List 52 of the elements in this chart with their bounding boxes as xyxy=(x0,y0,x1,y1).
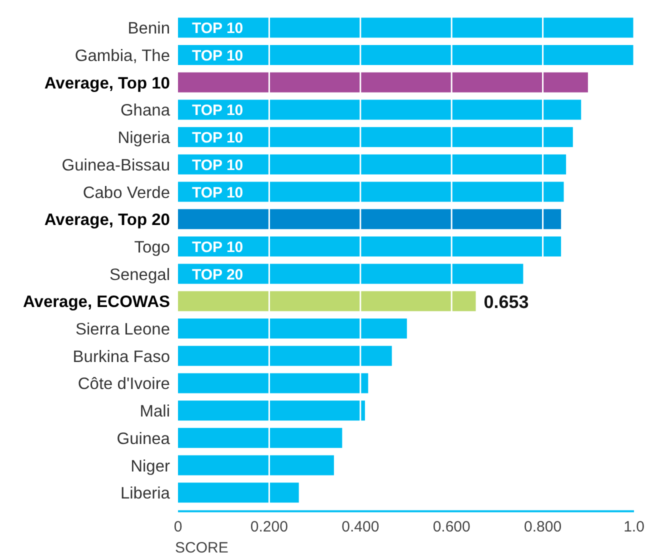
bar xyxy=(178,373,368,394)
x-tick-label: 0.800 xyxy=(524,518,562,536)
bar xyxy=(178,318,407,339)
bar xyxy=(178,400,365,421)
bar xyxy=(178,127,573,148)
x-tick-label: 0.600 xyxy=(432,518,470,536)
y-tick-label: Liberia xyxy=(120,484,171,503)
bar xyxy=(178,45,634,66)
bar xyxy=(178,100,582,120)
x-tick-label: 0.400 xyxy=(342,518,380,536)
y-tick-label: Average, ECOWAS xyxy=(22,293,170,312)
y-tick-label: Average, Top 10 xyxy=(44,74,170,92)
bar xyxy=(178,428,342,448)
bar xyxy=(178,209,562,230)
y-tick-label: Niger xyxy=(130,457,170,476)
data-label: 0.653 xyxy=(484,292,529,312)
bar xyxy=(178,236,562,256)
y-tick-label: Senegal xyxy=(109,266,170,284)
annotation: TOP 10 xyxy=(192,238,244,256)
y-tick-label: Guinea xyxy=(116,430,171,448)
bar xyxy=(178,264,524,284)
bar xyxy=(178,482,299,503)
y-tick-label: Cabo Verde xyxy=(82,184,170,202)
y-tick-label: Mali xyxy=(140,402,170,421)
annotation: TOP 10 xyxy=(192,20,244,38)
bar xyxy=(178,72,588,92)
bar xyxy=(178,154,566,174)
annotation: TOP 20 xyxy=(192,266,244,284)
annotation: TOP 10 xyxy=(192,184,244,202)
annotation: TOP 10 xyxy=(192,48,244,65)
annotation: TOP 10 xyxy=(192,102,244,120)
x-tick-label: 1.0 xyxy=(624,518,644,536)
x-axis-title: SCORE xyxy=(175,539,228,556)
y-tick-label: Nigeria xyxy=(118,129,171,148)
y-tick-label: Togo xyxy=(134,238,170,256)
y-tick-label: Burkina Faso xyxy=(72,348,170,366)
annotation: TOP 10 xyxy=(192,156,244,174)
y-tick-label: Côte d'Ivoire xyxy=(78,375,170,394)
annotation: TOP 10 xyxy=(192,130,244,147)
y-tick-label: Guinea-Bissau xyxy=(62,156,170,174)
y-tick-label: Ghana xyxy=(120,102,171,120)
y-tick-label: Gambia, The xyxy=(74,47,170,66)
y-tick-label: Average, Top 20 xyxy=(44,211,170,230)
y-tick-label: Sierra Leone xyxy=(76,320,170,339)
x-tick-label: 0 xyxy=(174,518,182,536)
bar xyxy=(178,455,334,476)
bar xyxy=(178,182,564,202)
bar xyxy=(178,291,476,312)
x-tick-label: 0.200 xyxy=(250,518,288,536)
bar xyxy=(178,18,634,38)
bar xyxy=(178,346,392,366)
y-tick-label: Benin xyxy=(128,20,170,38)
